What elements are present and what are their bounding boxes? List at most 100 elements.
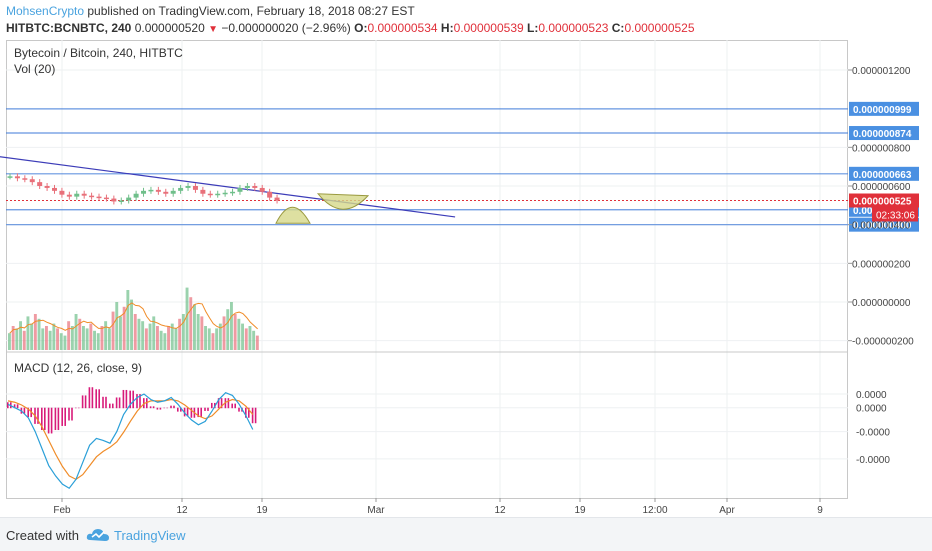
macd-histogram-bar (152, 406, 155, 409)
volume-bar (163, 333, 167, 350)
candle-body (274, 197, 280, 201)
candle-body (163, 191, 169, 194)
candle-body (44, 186, 50, 188)
candle-body (89, 195, 95, 198)
macd-tick-label: -0.0000 (856, 455, 890, 466)
time-tick-label: 12 (176, 505, 188, 516)
macd-tick-label: 0.0000 (856, 390, 887, 401)
macd-histogram-bar (95, 389, 97, 409)
volume-bar (170, 323, 174, 350)
volume-bar (178, 318, 182, 350)
macd-histogram-bar (13, 404, 16, 409)
macd-histogram-bar (81, 395, 84, 409)
volume-bar (137, 318, 141, 350)
macd-title: MACD (12, 26, close, 9) (14, 361, 142, 375)
volume-ma-line (9, 302, 258, 334)
candle-body (185, 186, 191, 188)
volume-bar (189, 297, 193, 350)
level-badge (849, 166, 919, 181)
volume-bar (74, 314, 78, 350)
candle-body (66, 194, 72, 197)
macd-histogram-bar (204, 407, 206, 411)
macd-histogram-bar (41, 407, 43, 431)
volume-bar (52, 323, 56, 350)
candle-body (59, 190, 65, 195)
time-tick-label: Feb (53, 505, 71, 516)
volume-bar (59, 333, 63, 350)
macd-line (7, 391, 254, 490)
volume-bar (126, 290, 130, 350)
candle-body (148, 189, 154, 192)
time-tick-label: Mar (367, 505, 385, 516)
chart-frame[interactable] (6, 40, 848, 499)
candle-body (207, 193, 213, 196)
candle-body (103, 197, 109, 200)
tradingview-brand[interactable]: TradingView (114, 528, 186, 543)
volume-bar (248, 326, 252, 350)
volume-bar (218, 323, 222, 350)
macd-signal-line (7, 398, 254, 481)
volume-bar (159, 330, 163, 350)
volume-bar (252, 330, 256, 350)
macd-histogram-bar (186, 407, 189, 417)
volume-bar (26, 316, 30, 350)
low-value: 0.000000523 (538, 21, 609, 35)
volume-bar (11, 326, 15, 350)
macd-histogram-bar (98, 389, 100, 409)
current-price-label: 0.000000525 (853, 197, 912, 208)
volume-bar (226, 309, 230, 350)
main-chart-title: Bytecoin / Bitcoin, 240, HITBTC (14, 46, 183, 60)
tradingview-cloud-icon[interactable] (86, 526, 110, 544)
macd-histogram-bar (68, 407, 70, 421)
macd-histogram-bar (112, 403, 114, 409)
symbol-label: HITBTC:BCNBTC, 240 (6, 21, 132, 35)
macd-histogram-bar (71, 407, 73, 421)
candle-body (74, 193, 80, 197)
price-tick-label: -0.000000200 (852, 337, 914, 348)
volume-bar (33, 314, 37, 350)
macd-histogram-bar (37, 407, 39, 424)
level-badge-label: 0.000000874 (853, 129, 912, 140)
macd-histogram-bar (248, 407, 250, 418)
macd-histogram-bar (207, 407, 209, 411)
macd-histogram-bar (220, 398, 223, 409)
horizontal-levels: 0.0000009990.0000008740.0000006630.00000… (6, 101, 919, 232)
macd-histogram-bar (125, 389, 128, 409)
volume-bar (215, 328, 219, 350)
macd-histogram-bar (173, 405, 175, 409)
price-pane (0, 156, 456, 224)
volume-bar (37, 318, 41, 350)
macd-histogram-bar (217, 398, 220, 409)
volume-bar (115, 302, 119, 350)
macd-histogram-bar (149, 406, 152, 409)
macd-histogram-bar (254, 407, 257, 424)
volume-bar (233, 314, 237, 350)
price-tick-label: 0.000000000 (852, 298, 911, 309)
author-link[interactable]: MohsenCrypto (6, 4, 85, 18)
time-tick-label: 9 (817, 505, 823, 516)
macd-histogram-bar (166, 407, 168, 409)
chart-svg[interactable]: 0.0000009990.0000008740.0000006630.00000… (0, 0, 932, 517)
candle-body (52, 187, 58, 191)
countdown-label: 02:33:06 (876, 211, 915, 222)
macd-histogram-bar (54, 407, 57, 431)
macd-histogram-bar (109, 403, 111, 409)
time-tick-label: 19 (256, 505, 268, 516)
candle-body (126, 197, 132, 201)
macd-histogram-bar (180, 407, 182, 412)
volume-bar (70, 326, 74, 350)
volume-bar (167, 326, 170, 350)
candle-body (200, 189, 206, 194)
macd-histogram-bar (251, 407, 254, 424)
price-tick-label: 0.000000400 (852, 221, 911, 232)
volume-bar (93, 330, 96, 350)
candle-body (37, 182, 43, 186)
volume-bar (244, 328, 248, 350)
macd-histogram-bar (23, 407, 26, 414)
chart-header: MohsenCrypto published on TradingView.co… (0, 0, 932, 40)
time-tick-label: 19 (574, 505, 586, 516)
macd-histogram-bar (47, 407, 50, 434)
level-badge-label: 0.000000999 (853, 105, 912, 116)
macd-histogram-bar (64, 407, 66, 426)
volume-bar (185, 287, 189, 350)
